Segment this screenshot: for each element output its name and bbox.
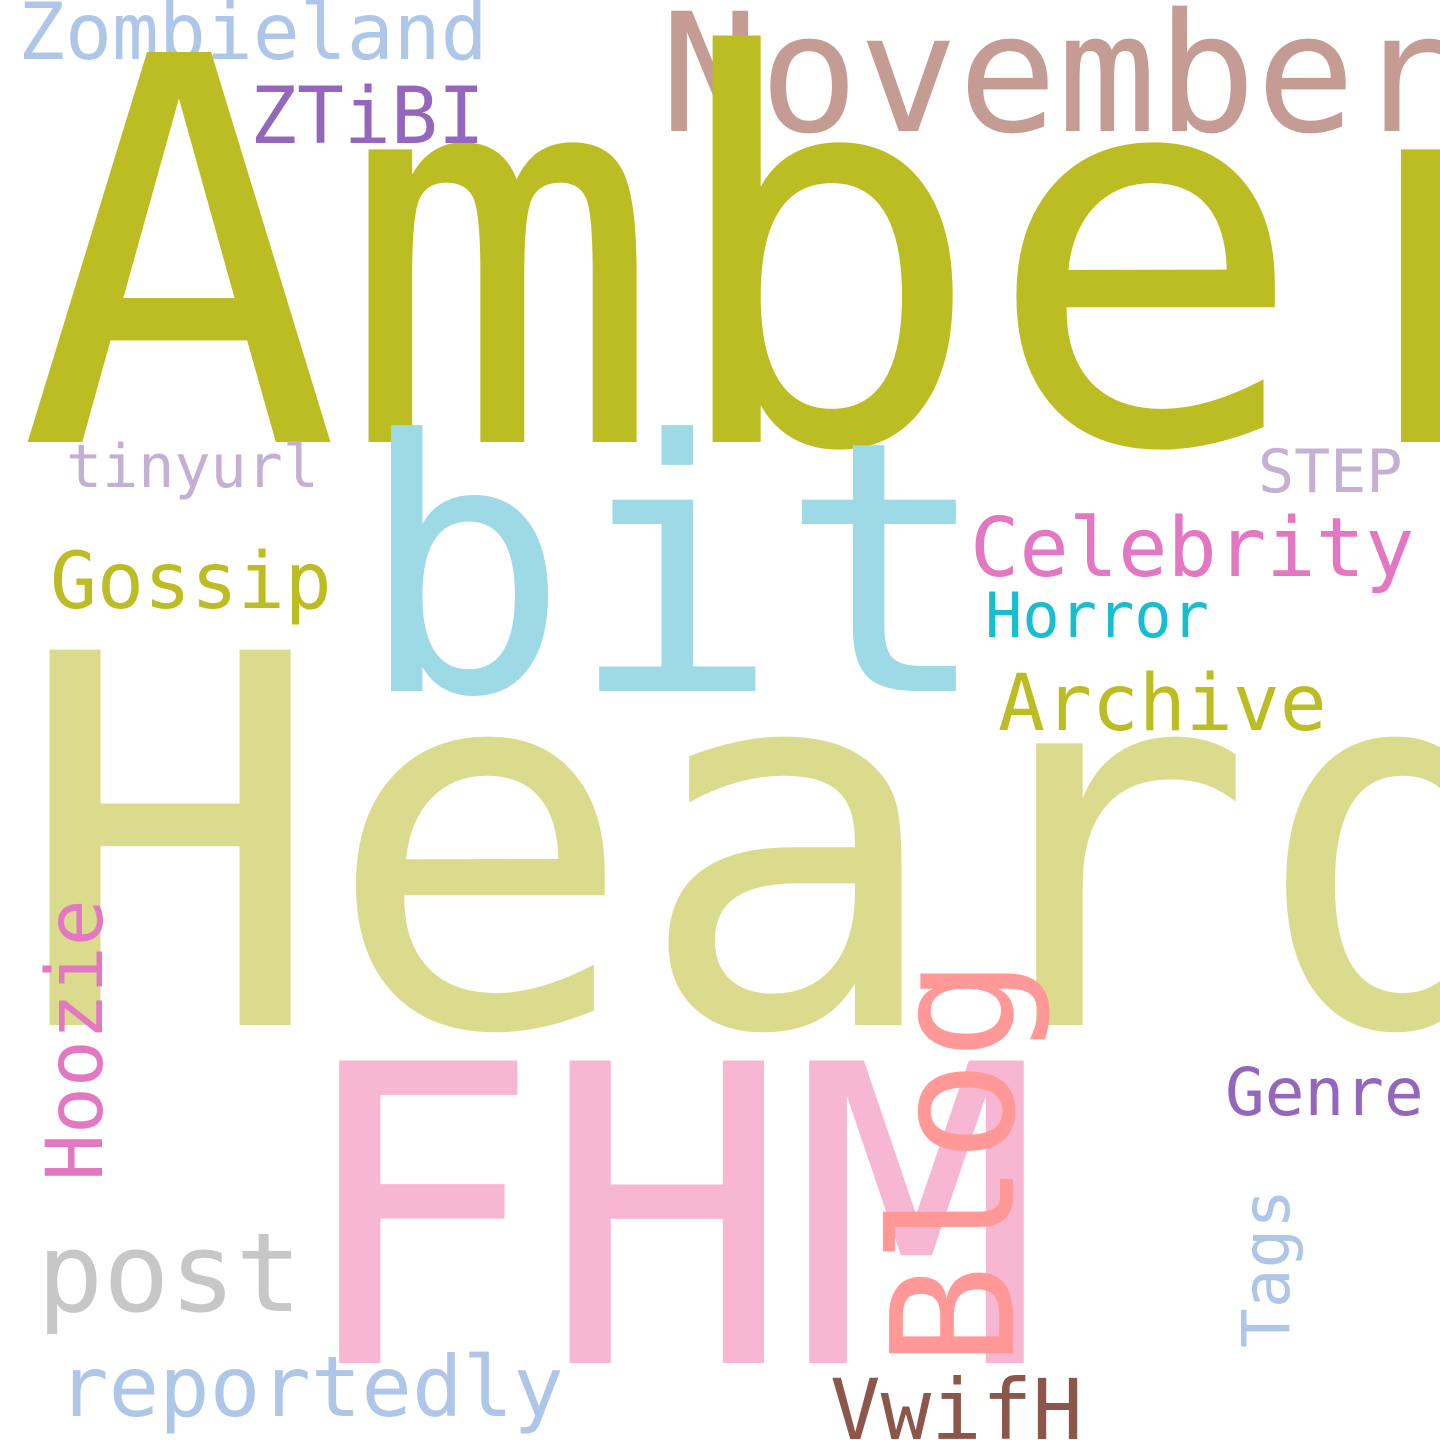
word-fhm: FHM [292,978,1042,1440]
word-bit: bit [358,366,991,774]
word-tinyurl: tinyurl [66,432,319,502]
word-hoozie: Hoozie [31,899,121,1181]
word-zombieland: Zombieland [18,0,488,78]
word-vwifh: VwifH [830,1361,1083,1440]
word-archive: Archive [998,659,1327,749]
word-step: STEP [1258,437,1403,507]
word-heard: Heard [15,548,1440,1147]
word-genre: Genre [1225,1054,1424,1131]
word-blog: Blog [856,957,1054,1367]
word-post: post [37,1209,302,1337]
word-ztibi: ZTiBI [250,72,485,162]
word-amber: Amber [18,0,1440,569]
word-november: November [660,0,1440,170]
word-reportedly: reportedly [58,1338,564,1436]
word-horror: Horror [985,579,1209,652]
word-gossip: Gossip [50,537,332,627]
word-tags: Tags [1228,1189,1305,1348]
word-celebrity: Celebrity [970,501,1415,596]
